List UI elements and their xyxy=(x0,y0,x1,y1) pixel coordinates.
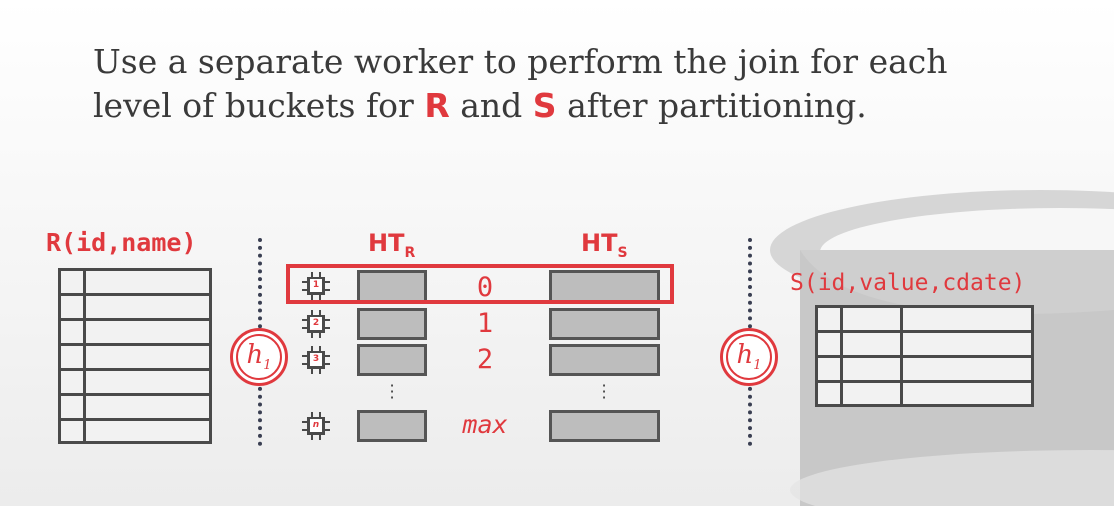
hash-label: h1 xyxy=(246,340,272,374)
bucket-level-label: 2 xyxy=(476,344,494,375)
heading-line-1: Use a separate worker to perform the joi… xyxy=(93,42,948,81)
ellipsis-vertical: · · · xyxy=(389,376,395,407)
table-s xyxy=(815,305,1034,407)
heading-text: after partitioning. xyxy=(567,86,867,125)
active-level-highlight xyxy=(286,264,674,304)
table-row xyxy=(61,271,209,296)
heading-line-2: level of buckets for R and S after parti… xyxy=(93,84,993,128)
worker-number: 2 xyxy=(310,317,322,330)
worker-cpu-icon: 2 xyxy=(302,310,330,338)
worker-cpu-icon: 1 xyxy=(302,272,330,300)
table-row xyxy=(61,321,209,346)
ht-r-bucket xyxy=(357,344,427,376)
ht-s-bucket xyxy=(549,344,660,376)
bucket-level-label: 1 xyxy=(476,308,494,339)
bucket-level-label: 0 xyxy=(476,272,494,303)
relation-s-label: S xyxy=(532,86,557,125)
bucket-level-label: max xyxy=(462,410,508,439)
heading-text: and xyxy=(460,86,523,125)
table-row xyxy=(818,358,1031,383)
table-row xyxy=(818,333,1031,358)
table-s-label: S(id,value,cdate) xyxy=(790,270,1026,296)
table-row xyxy=(61,396,209,421)
ht-s-bucket xyxy=(549,308,660,340)
heading-text: level of buckets for xyxy=(93,86,414,125)
ellipsis-vertical: · · · xyxy=(601,376,607,407)
slide-heading: Use a separate worker to perform the joi… xyxy=(93,40,993,128)
hash-ring xyxy=(236,334,282,380)
ht-s-label: HTS xyxy=(581,229,628,261)
table-column-divider xyxy=(83,271,86,441)
table-row xyxy=(818,383,1031,404)
worker-number: n xyxy=(310,419,322,432)
ht-r-bucket xyxy=(357,308,427,340)
worker-cpu-icon: n xyxy=(302,412,330,440)
worker-cpu-icon: 3 xyxy=(302,346,330,374)
hash-function-left: h1 xyxy=(230,328,288,386)
ht-r-bucket xyxy=(357,410,427,442)
table-row xyxy=(61,296,209,321)
table-row xyxy=(61,371,209,396)
table-row xyxy=(61,346,209,371)
table-row xyxy=(61,421,209,441)
ht-s-bucket xyxy=(549,410,660,442)
worker-number: 1 xyxy=(310,279,322,292)
worker-number: 3 xyxy=(310,353,322,366)
table-row xyxy=(818,308,1031,333)
hash-ring xyxy=(726,334,772,380)
relation-r-label: R xyxy=(424,86,450,125)
table-r xyxy=(58,268,212,444)
hash-function-right: h1 xyxy=(720,328,778,386)
ht-r-label: HTR xyxy=(368,229,416,261)
hash-label: h1 xyxy=(736,340,762,374)
table-r-label: R(id,name) xyxy=(46,228,197,257)
